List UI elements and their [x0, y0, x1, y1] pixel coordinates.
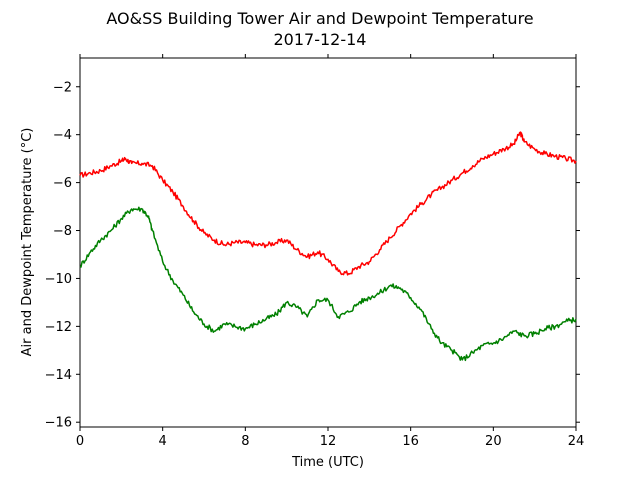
- y-tick-label: −16: [45, 416, 72, 431]
- plot-frame: [79, 57, 577, 428]
- plot-area: 0 4 8 12 16 20 24 −16 −14 −12 −10 −8 −6 −4 −2: [45, 54, 584, 449]
- series-line-air-temperature: [79, 131, 577, 276]
- y-tick-label: −14: [45, 368, 72, 383]
- x-tick-label: 20: [485, 434, 502, 449]
- y-tick-label: −8: [53, 224, 72, 239]
- y-tick-label: −4: [53, 128, 72, 143]
- chart-title: AO&SS Building Tower Air and Dewpoint Te…: [106, 9, 533, 28]
- y-tick-label: −12: [45, 320, 72, 335]
- y-tick-label: −2: [53, 80, 72, 95]
- y-tick-label: −10: [45, 272, 72, 287]
- x-tick-label: 8: [241, 434, 249, 449]
- x-tick-label: 24: [568, 434, 585, 449]
- y-axis-ticks: −16 −14 −12 −10 −8 −6 −4 −2: [45, 80, 580, 431]
- y-axis-label: Air and Dewpoint Temperature (°C): [20, 128, 35, 357]
- x-tick-label: 12: [320, 434, 337, 449]
- series-line-dewpoint-temperature: [79, 206, 577, 362]
- y-tick-label: −6: [53, 176, 72, 191]
- x-tick-label: 4: [159, 434, 167, 449]
- series-layer: [79, 131, 577, 362]
- x-tick-label: 16: [402, 434, 419, 449]
- x-axis-ticks: 0 4 8 12 16 20 24: [76, 54, 584, 449]
- x-axis-label: Time (UTC): [291, 455, 364, 470]
- chart-subtitle: 2017-12-14: [274, 30, 367, 49]
- x-tick-label: 0: [76, 434, 84, 449]
